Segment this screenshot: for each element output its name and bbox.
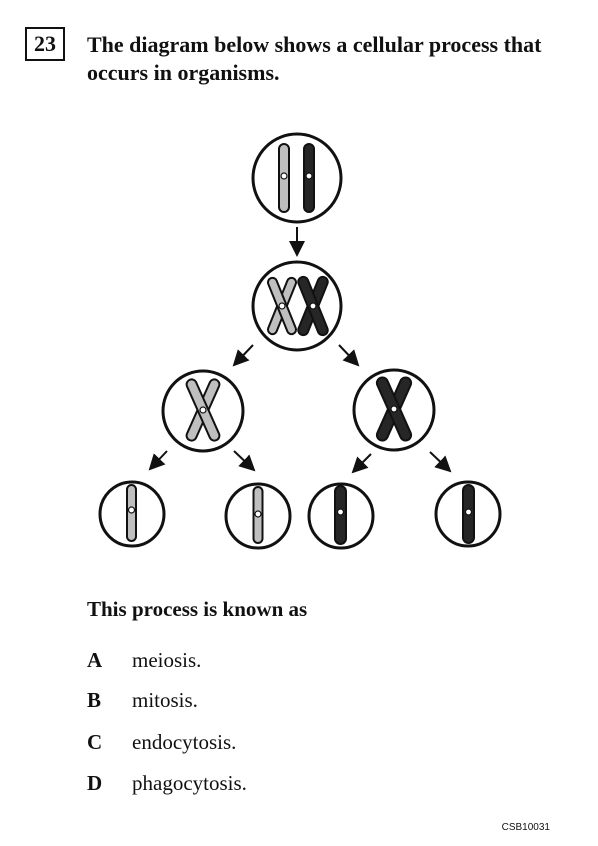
gamete-cell-1: [98, 480, 166, 548]
duplicated-cell: [251, 260, 343, 352]
arrow-left: [148, 450, 168, 471]
choice-letter: B: [87, 688, 102, 712]
arrow-left: [232, 344, 254, 367]
choice-text: endocytosis.: [132, 730, 237, 754]
choice-letter: C: [87, 730, 103, 754]
question-stem: The diagram below shows a cellular proce…: [87, 32, 542, 85]
gamete-cell-2: [224, 482, 292, 550]
arrow-right: [233, 450, 256, 472]
choice-b[interactable]: B mitosis.: [87, 688, 198, 713]
gamete-cell-3: [307, 482, 375, 550]
choice-letter: A: [87, 648, 103, 672]
choice-text: phagocytosis.: [132, 771, 247, 795]
arrow-left: [351, 453, 372, 474]
item-code: CSB10031: [501, 822, 550, 833]
daughter-cell-light: [161, 369, 245, 453]
question-number: 23: [25, 27, 65, 61]
daughter-cell-dark: [352, 368, 436, 452]
choice-a[interactable]: A meiosis.: [87, 648, 201, 673]
parent-cell: [251, 132, 343, 224]
question-prompt: This process is known as: [87, 597, 308, 621]
choice-d[interactable]: D phagocytosis.: [87, 771, 247, 796]
arrow-right: [338, 344, 360, 367]
choice-text: mitosis.: [132, 688, 198, 712]
choice-c[interactable]: C endocytosis.: [87, 730, 236, 755]
gamete-cell-4: [434, 480, 502, 548]
choice-letter: D: [87, 771, 103, 795]
arrow-right: [429, 451, 452, 473]
choice-text: meiosis.: [132, 648, 202, 672]
